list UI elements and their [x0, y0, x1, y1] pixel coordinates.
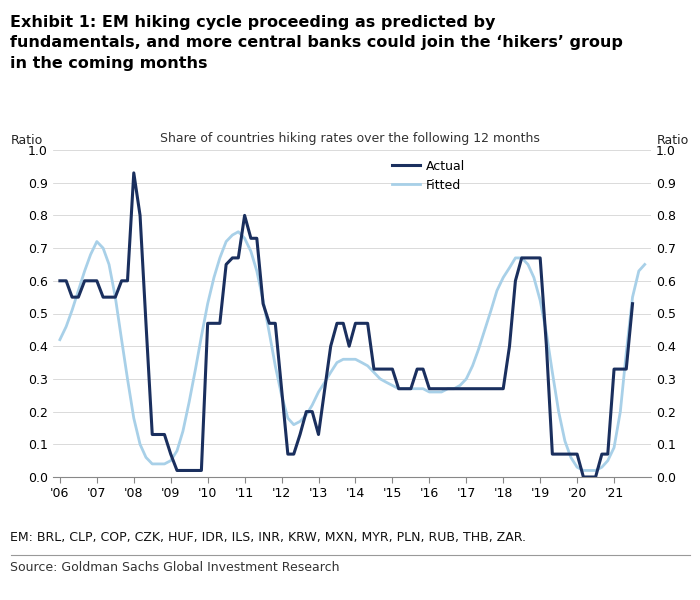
Fitted: [640, 261, 649, 268]
Actual: [160, 431, 169, 438]
Actual: [56, 277, 64, 284]
Fitted: [136, 440, 144, 448]
Actual: [493, 385, 501, 392]
Text: EM: BRL, CLP, COP, CZK, HUF, IDR, ILS, INR, KRW, MXN, MYR, PLN, RUB, THB, ZAR.: EM: BRL, CLP, COP, CZK, HUF, IDR, ILS, I…: [10, 531, 526, 544]
Fitted: [603, 457, 612, 464]
Text: Source: Goldman Sachs Global Investment Research: Source: Goldman Sachs Global Investment …: [10, 561, 340, 574]
Fitted: [376, 376, 384, 383]
Fitted: [56, 336, 64, 343]
Text: Ratio: Ratio: [10, 134, 43, 147]
Fitted: [314, 388, 323, 395]
Actual: [302, 408, 311, 415]
Fitted: [222, 238, 230, 245]
Actual: [284, 451, 292, 458]
Actual: [579, 473, 587, 481]
Line: Actual: Actual: [60, 173, 633, 477]
Fitted: [358, 359, 366, 366]
Text: Ratio: Ratio: [657, 134, 690, 147]
Actual: [629, 300, 637, 307]
Actual: [210, 320, 218, 327]
Actual: [407, 385, 415, 392]
Text: Exhibit 1: EM hiking cycle proceeding as predicted by
fundamentals, and more cen: Exhibit 1: EM hiking cycle proceeding as…: [10, 15, 624, 71]
Line: Fitted: Fitted: [60, 232, 645, 470]
Fitted: [579, 467, 587, 474]
Legend: Actual, Fitted: Actual, Fitted: [392, 160, 466, 192]
Text: Share of countries hiking rates over the following 12 months: Share of countries hiking rates over the…: [160, 132, 540, 145]
Fitted: [234, 228, 242, 235]
Actual: [130, 169, 138, 176]
